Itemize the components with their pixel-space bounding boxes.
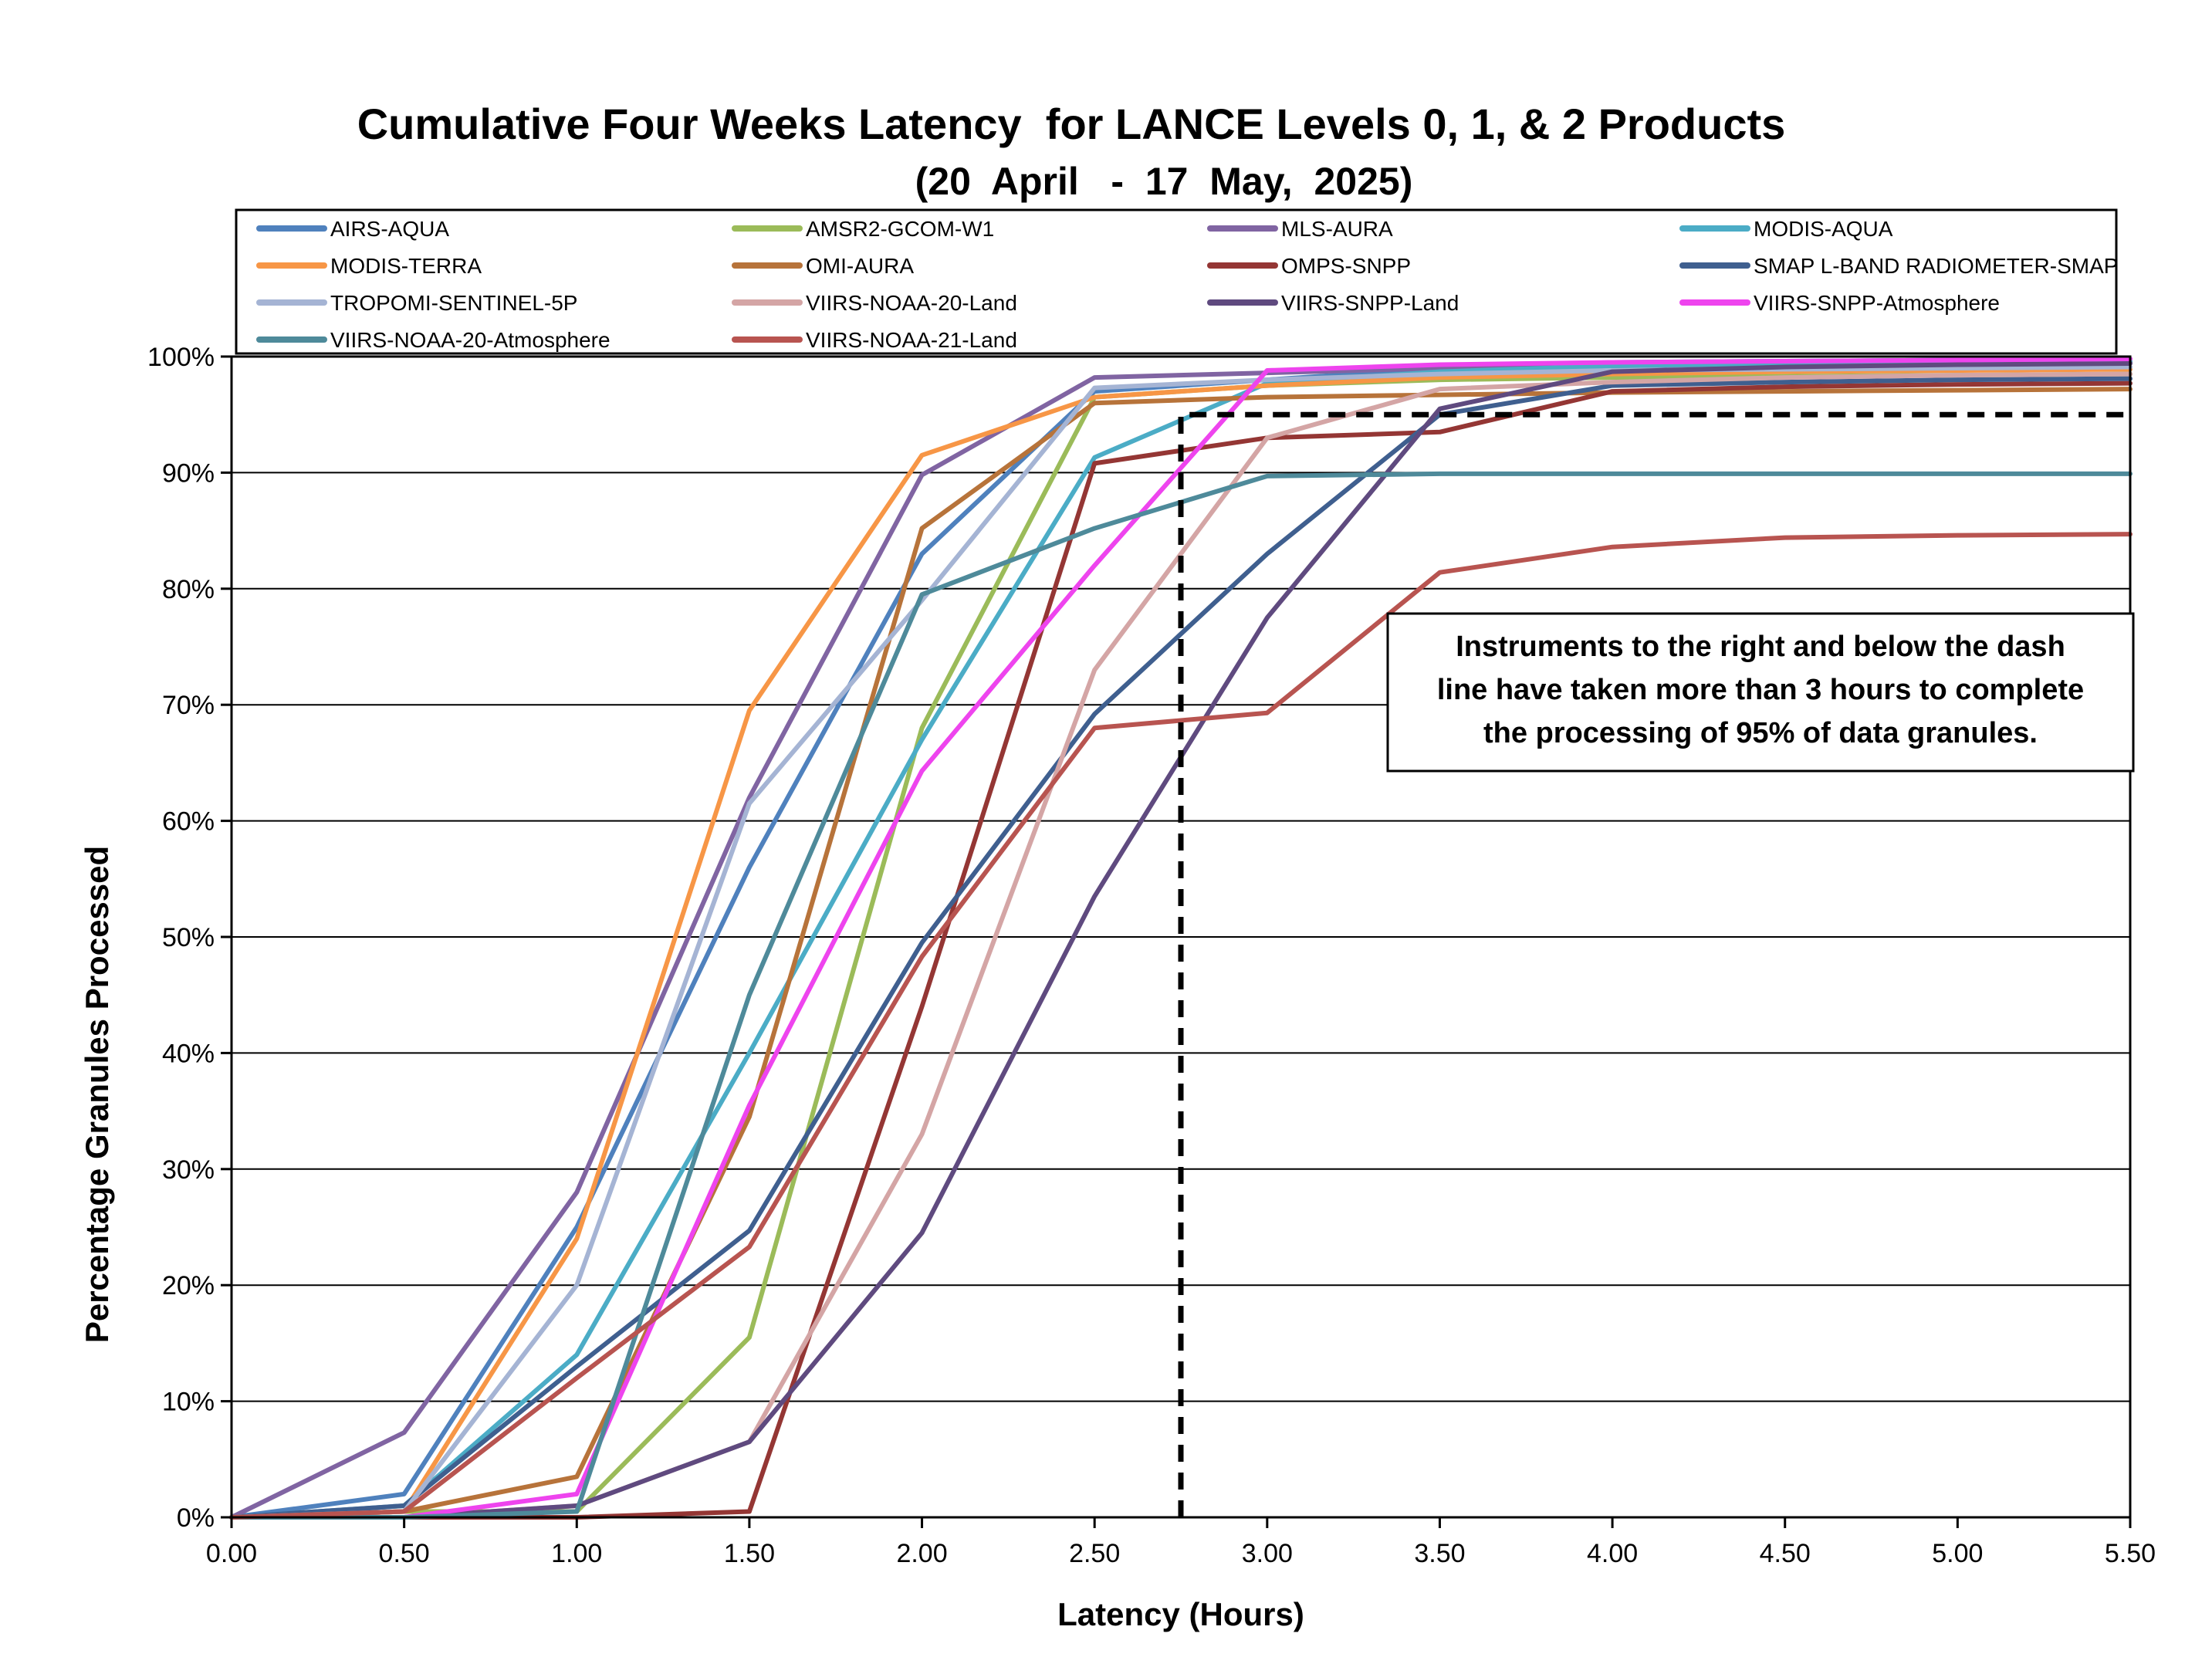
x-tick-label: 4.00	[1587, 1539, 1638, 1568]
x-tick-label: 0.00	[206, 1539, 257, 1568]
x-tick-label: 5.50	[2105, 1539, 2156, 1568]
y-tick-label: 100%	[147, 343, 215, 372]
y-tick-label: 50%	[162, 923, 215, 952]
legend-label: VIIRS-NOAA-20-Land	[806, 291, 1017, 315]
x-tick-label: 4.50	[1760, 1539, 1811, 1568]
y-tick-label: 60%	[162, 807, 215, 837]
annotation-box: Instruments to the right and below the d…	[1386, 612, 2135, 773]
annotation-line: Instruments to the right and below the d…	[1456, 631, 2065, 663]
legend-label: AMSR2-GCOM-W1	[806, 217, 994, 241]
x-tick-label: 5.00	[1932, 1539, 1983, 1568]
chart-subtitle: (20 April - 17 May, 2025)	[915, 160, 1413, 203]
series-line-12	[229, 357, 2133, 1520]
legend-frame	[235, 208, 2118, 355]
legend-label: VIIRS-NOAA-20-Atmosphere	[330, 328, 610, 352]
series-line-9	[229, 364, 2133, 1520]
x-tick-label: 2.50	[1069, 1539, 1120, 1568]
y-tick-label: 40%	[162, 1039, 215, 1068]
legend-label: MLS-AURA	[1281, 217, 1393, 241]
annotation-line: the processing of 95% of data granules.	[1483, 717, 2038, 749]
legend-label: VIIRS-SNPP-Land	[1281, 291, 1459, 315]
legend-label: TROPOMI-SENTINEL-5P	[330, 291, 577, 315]
legend-label: VIIRS-SNPP-Atmosphere	[1754, 291, 2000, 315]
x-tick-label: 3.00	[1242, 1539, 1293, 1568]
legend-label: OMPS-SNPP	[1281, 254, 1411, 278]
y-tick-label: 10%	[162, 1388, 215, 1417]
reference-line	[1178, 411, 2130, 1517]
series-line-5	[229, 367, 2133, 1520]
x-tick-label: 1.50	[724, 1539, 775, 1568]
y-tick-label: 70%	[162, 691, 215, 720]
x-axis-label: Latency (Hours)	[1057, 1596, 1304, 1632]
annotation-frame	[1386, 612, 2135, 773]
legend-label: MODIS-AQUA	[1754, 217, 1893, 241]
reference-dash-line	[1178, 411, 2130, 1517]
series-line-6	[229, 387, 2133, 1520]
y-tick-label: 30%	[162, 1155, 215, 1185]
x-tick-label: 2.00	[896, 1539, 947, 1568]
legend-label: MODIS-TERRA	[330, 254, 482, 278]
x-tick-label: 0.50	[379, 1539, 430, 1568]
legend-label: VIIRS-NOAA-21-Land	[806, 328, 1017, 352]
y-tick-label: 20%	[162, 1271, 215, 1300]
x-tick-label: 1.00	[551, 1539, 602, 1568]
legend: AIRS-AQUA AMSR2-GCOM-W1 MLS-AURA MODIS-AQUA…	[235, 208, 2118, 355]
axes: 0.00 0.50 1.00 1.50 2.00 2.50 3.00 3.50 4.00 4.50…	[147, 343, 2156, 1568]
legend-label: AIRS-AQUA	[330, 217, 449, 241]
legend-label: SMAP L-BAND RADIOMETER-SMAP	[1754, 254, 2118, 278]
annotation-line: line have taken more than 3 hours to com…	[1437, 674, 2084, 706]
y-tick-label: 80%	[162, 575, 215, 604]
x-tick-label: 3.50	[1414, 1539, 1465, 1568]
y-tick-label: 90%	[162, 458, 215, 488]
series-line-14	[229, 532, 2133, 1520]
y-axis-label: Percentage Granules Processed	[79, 846, 115, 1343]
legend-label: OMI-AURA	[806, 254, 914, 278]
chart-title: Cumulative Four Weeks Latency for LANCE …	[357, 100, 1786, 148]
y-tick-label: 0%	[177, 1503, 215, 1533]
series-line-8	[229, 376, 2133, 1520]
